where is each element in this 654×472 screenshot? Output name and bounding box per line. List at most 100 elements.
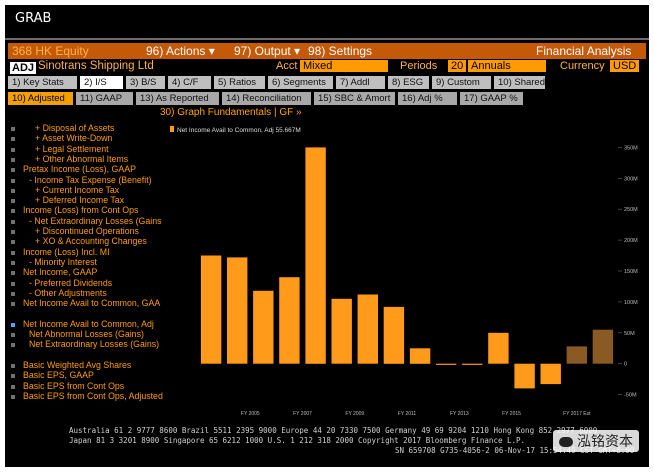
row-bullet[interactable]: [11, 302, 15, 307]
line-item[interactable]: Pretax Income (Loss), GAAP: [23, 164, 136, 175]
line-item[interactable]: + Other Abnormal Items: [35, 153, 129, 164]
adj-tag: ADJ: [10, 62, 37, 74]
ticker-field[interactable]: 368 HK Equity: [12, 44, 89, 58]
line-item[interactable]: Net Income, GAAP: [23, 267, 98, 278]
tab-sub-5[interactable]: 16) Adj %: [398, 92, 457, 105]
line-item[interactable]: + Discontinued Operations: [35, 226, 139, 236]
tab-main-3[interactable]: 4) C/F: [168, 76, 211, 89]
x-tick-label: FY 2013: [450, 411, 469, 417]
line-item[interactable]: + XO & Accounting Changes: [35, 236, 147, 247]
line-item[interactable]: Income (Loss) from Cont Ops: [23, 205, 139, 216]
line-item[interactable]: Basic EPS from Cont Ops: [23, 380, 125, 391]
line-item[interactable]: - Minority Interest: [29, 256, 97, 267]
row-bullet[interactable]: [11, 178, 15, 183]
row-bullet[interactable]: [11, 127, 15, 131]
row-bullet[interactable]: [11, 291, 15, 296]
bar-14[interactable]: [566, 346, 587, 364]
row-bullet[interactable]: [11, 374, 15, 379]
line-item[interactable]: + Legal Settlement: [35, 143, 109, 154]
line-item[interactable]: + Disposal of Assets: [35, 123, 115, 133]
tab-main-0[interactable]: 1) Key Stats: [8, 76, 77, 89]
tab-sub-1[interactable]: 11) GAAP: [76, 92, 133, 105]
tab-main-4[interactable]: 5) Ratios: [214, 76, 265, 89]
line-item[interactable]: Basic EPS from Cont Ops, Adjusted: [23, 390, 163, 401]
row-bullet[interactable]: [11, 343, 15, 348]
row-bullet[interactable]: [11, 168, 15, 173]
row-bullet[interactable]: [11, 219, 15, 224]
row-bullet[interactable]: [11, 137, 15, 142]
acct-dropdown[interactable]: Mixed: [300, 60, 388, 72]
tab-main-6[interactable]: 7) Addl: [336, 76, 385, 89]
y-tick-label: -50M: [624, 393, 637, 399]
row-bullet[interactable]: [11, 394, 15, 399]
bar-7[interactable]: [383, 306, 405, 364]
y-tick-label: 200M: [624, 238, 638, 244]
tab-sub-4[interactable]: 15) SBC & Amort: [314, 92, 395, 105]
row-bullet[interactable]: [11, 209, 15, 214]
row-bullet[interactable]: [11, 147, 15, 152]
bar-4[interactable]: [305, 147, 326, 364]
line-item[interactable]: Basic Weighted Avg Shares: [23, 359, 132, 370]
tab-main-8[interactable]: 9) Custom: [432, 76, 491, 89]
line-item[interactable]: Net Abnormal Losses (Gains): [29, 329, 144, 339]
row-bullet[interactable]: [11, 271, 15, 276]
bar-1[interactable]: [227, 257, 248, 364]
tab-sub-6[interactable]: 17) GAAP %: [460, 92, 523, 105]
bar-11[interactable]: [488, 332, 509, 364]
line-item[interactable]: Net Income Avail to Common, GAA: [23, 298, 161, 309]
row-bullet[interactable]: [11, 333, 15, 337]
row-bullet[interactable]: [11, 384, 15, 389]
bar-8[interactable]: [409, 348, 431, 364]
tab-main-2[interactable]: 3) B/S: [126, 76, 165, 89]
tab-main-7[interactable]: 8) ESG: [388, 76, 429, 89]
tab-main-1[interactable]: 2) I/S: [80, 76, 123, 89]
line-item[interactable]: Basic EPS, GAAP: [23, 370, 94, 381]
line-item[interactable]: + Deferred Income Tax: [35, 195, 125, 206]
currency-dropdown[interactable]: USD: [610, 60, 640, 72]
row-bullet[interactable]: [11, 199, 15, 204]
row-bullet[interactable]: [11, 322, 15, 327]
line-item[interactable]: Net Extraordinary Losses (Gains): [29, 339, 160, 350]
line-item[interactable]: - Income Tax Expense (Benefit): [29, 174, 152, 185]
periods-dropdown[interactable]: Annuals: [468, 60, 546, 72]
output-menu[interactable]: 97) Output ▾: [234, 44, 301, 58]
bar-5[interactable]: [331, 298, 352, 364]
tab-sub-0[interactable]: 10) Adjusted: [8, 92, 73, 105]
tab-main-5[interactable]: 6) Segments: [268, 76, 333, 89]
row-bullet[interactable]: [11, 363, 15, 368]
line-item[interactable]: + Asset Write-Down: [35, 133, 113, 144]
bar-6[interactable]: [357, 294, 378, 364]
line-item[interactable]: Income (Loss) Incl. MI: [23, 246, 110, 257]
tab-main-9[interactable]: 10) Shared: [494, 76, 545, 89]
bar-0[interactable]: [200, 255, 222, 364]
tab-sub-3[interactable]: 14) Reconciliation: [222, 92, 311, 105]
bar-3[interactable]: [279, 277, 300, 364]
function-title: Financial Analysis: [536, 44, 632, 58]
bar-10[interactable]: [462, 363, 483, 365]
row-bullet[interactable]: [11, 281, 15, 286]
bar-13[interactable]: [540, 363, 561, 385]
line-item[interactable]: - Net Extraordinary Losses (Gains: [29, 215, 162, 226]
row-bullet[interactable]: [11, 260, 15, 265]
x-tick-label: FY 2017 Est: [563, 411, 591, 417]
currency-label: Currency: [560, 60, 605, 72]
row-bullet[interactable]: [11, 230, 15, 234]
row-bullet[interactable]: [11, 157, 15, 162]
bar-2[interactable]: [253, 290, 274, 364]
row-bullet[interactable]: [11, 188, 15, 193]
line-item[interactable]: - Other Adjustments: [29, 287, 107, 298]
row-bullet[interactable]: [11, 250, 15, 255]
line-item[interactable]: Net Income Avail to Common, Adj: [23, 318, 154, 329]
tab-sub-2[interactable]: 13) As Reported: [136, 92, 219, 105]
line-item[interactable]: + Current Income Tax: [35, 184, 120, 195]
settings-menu[interactable]: 98) Settings: [308, 44, 373, 58]
line-item[interactable]: - Preferred Dividends: [29, 277, 113, 288]
bar-chart: Net Income Avail to Common, Adj 55.667M 3…: [170, 126, 638, 417]
bar-12[interactable]: [514, 363, 535, 389]
bar-9[interactable]: [436, 363, 457, 365]
row-bullet[interactable]: [11, 240, 15, 245]
actions-menu[interactable]: 96) Actions ▾: [146, 44, 215, 58]
periods-count[interactable]: 20: [448, 60, 467, 72]
graph-panel-title[interactable]: 30) Graph Fundamentals | GF »: [160, 107, 302, 118]
bar-15[interactable]: [592, 329, 614, 364]
